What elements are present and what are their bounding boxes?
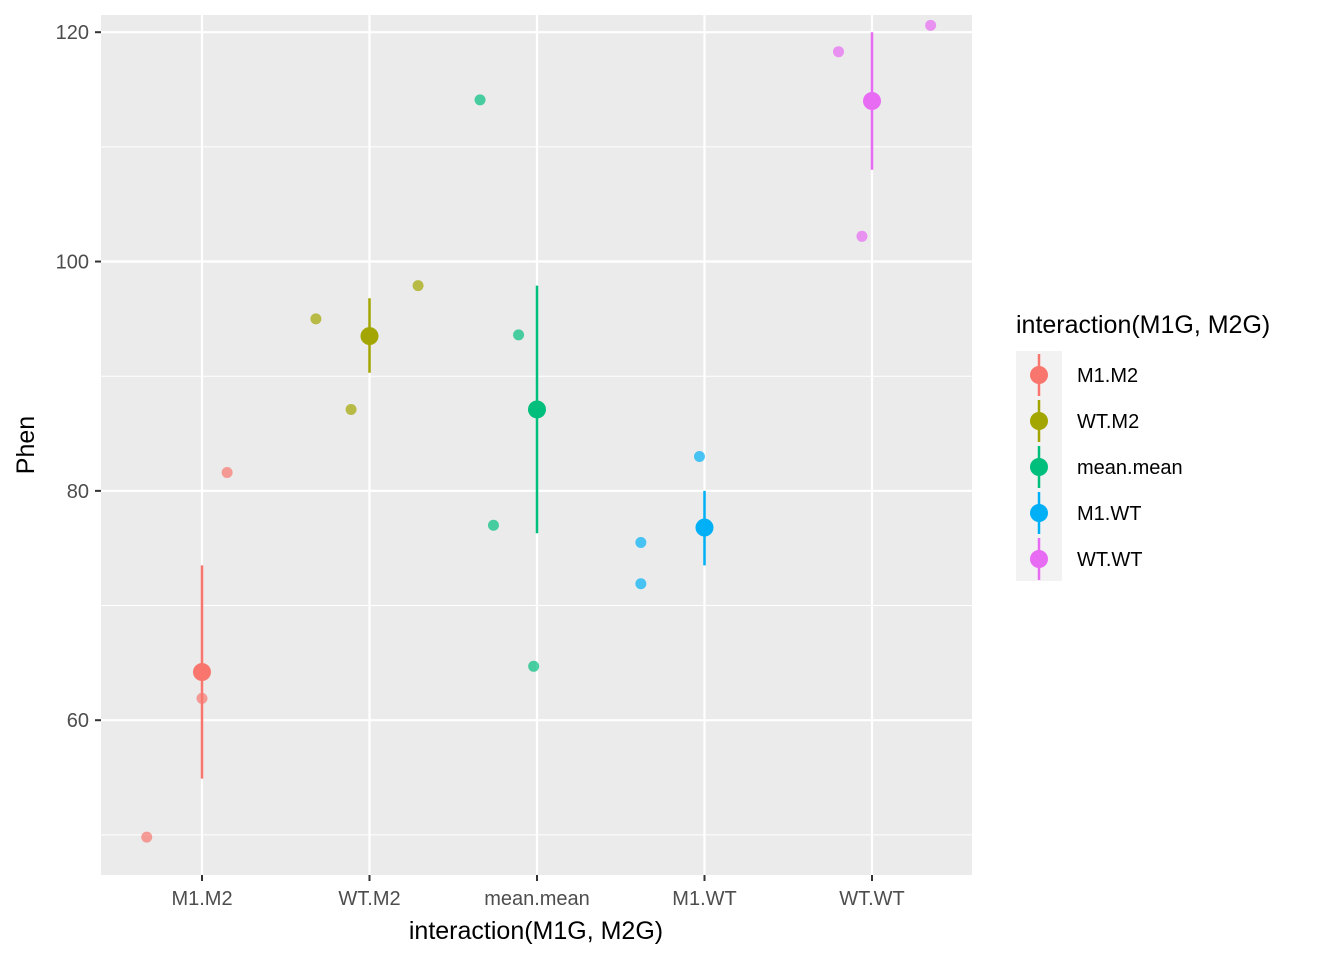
data-point	[635, 536, 647, 548]
legend-label: M1.M2	[1077, 365, 1138, 387]
y-tick-label: 120	[56, 22, 89, 44]
mean-point	[528, 400, 546, 419]
data-point	[141, 831, 153, 843]
legend-key-point	[1030, 458, 1048, 476]
data-point	[925, 19, 937, 31]
x-tick-label: mean.mean	[484, 888, 590, 910]
data-point	[528, 660, 540, 672]
legend-label: WT.WT	[1077, 549, 1143, 571]
mean-summaries	[193, 32, 881, 779]
mean-point	[193, 663, 211, 682]
x-tick-label: WT.M2	[338, 888, 400, 910]
mean-point	[863, 92, 881, 110]
data-point	[693, 450, 705, 462]
legend: interaction(M1G, M2G) M1.M2 WT.M2 mean.mea…	[1016, 311, 1270, 581]
legend-items: M1.M2 WT.M2 mean.mean M1.WT WT.WT	[1030, 354, 1183, 580]
legend-title: interaction(M1G, M2G)	[1016, 311, 1270, 339]
legend-label: M1.WT	[1077, 503, 1141, 525]
data-point	[487, 519, 499, 531]
mean-point	[360, 327, 379, 346]
y-axis-title: Phen	[12, 416, 40, 474]
data-points	[141, 19, 937, 843]
y-tick-label: 80	[67, 481, 89, 503]
data-point	[345, 403, 357, 415]
legend-label: WT.M2	[1077, 411, 1139, 433]
y-axis: 60 80 100 120	[56, 22, 101, 732]
data-point	[474, 94, 486, 106]
y-tick-label: 100	[56, 252, 89, 274]
x-tick-label: WT.WT	[839, 888, 905, 910]
mean-point	[695, 518, 714, 537]
x-axis-title: interaction(M1G, M2G)	[409, 917, 663, 945]
legend-key-point	[1030, 504, 1048, 522]
data-point	[833, 46, 844, 58]
data-point	[856, 230, 868, 242]
legend-label: mean.mean	[1077, 457, 1183, 479]
x-axis: M1.M2 WT.M2 mean.mean M1.WT WT.WT	[171, 875, 905, 910]
legend-key-point	[1030, 550, 1048, 568]
data-point	[412, 280, 424, 292]
legend-key-point	[1030, 412, 1048, 430]
data-point	[635, 578, 647, 590]
data-point	[310, 313, 322, 325]
legend-key-point	[1030, 366, 1048, 384]
data-point	[513, 329, 525, 341]
y-tick-label: 60	[67, 710, 89, 732]
x-tick-label: M1.M2	[171, 888, 232, 910]
x-tick-label: M1.WT	[672, 888, 736, 910]
data-point	[221, 467, 233, 479]
